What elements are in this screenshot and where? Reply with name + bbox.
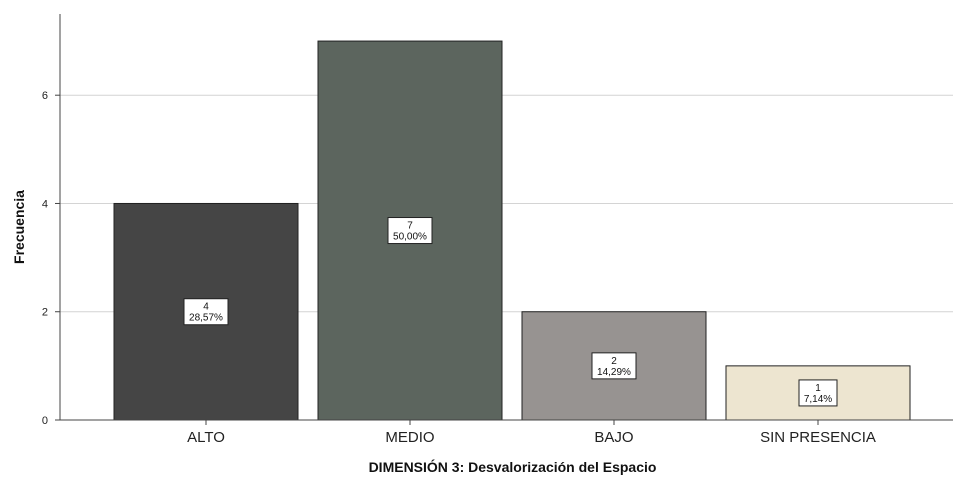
data-label-box <box>183 298 229 326</box>
data-label-percent: 14,29% <box>597 367 631 378</box>
x-tick-label: SIN PRESENCIA <box>760 429 876 446</box>
data-label-box <box>591 352 637 380</box>
axes <box>59 14 953 421</box>
data-label-percent: 7,14% <box>804 394 832 405</box>
data-label-bajo: 214,29% <box>591 352 637 380</box>
y-tick-labels: 0 2 4 6 <box>42 90 60 427</box>
data-label-count: 1 <box>815 383 821 394</box>
data-label-percent: 50,00% <box>393 232 427 243</box>
data-label-count: 4 <box>203 302 209 313</box>
y-tick-label: 0 <box>42 415 48 427</box>
data-label-count: 2 <box>611 356 617 367</box>
data-label-medio: 750,00% <box>387 217 433 245</box>
y-tick-label: 2 <box>42 307 48 319</box>
x-tick-label: MEDIO <box>385 429 434 446</box>
data-label-percent: 28,57% <box>189 313 223 324</box>
y-tick-label: 6 <box>42 90 48 102</box>
data-label-sin-presencia: 17,14% <box>798 379 838 407</box>
y-axis-title: Frecuencia <box>11 190 27 264</box>
data-label-box <box>798 379 838 407</box>
x-tick-label: BAJO <box>594 429 633 446</box>
data-label-box <box>387 217 433 245</box>
x-tick-labels: ALTO MEDIO BAJO SIN PRESENCIA <box>187 420 876 446</box>
bars <box>113 40 911 421</box>
x-axis-title: DIMENSIÓN 3: Desvalorización del Espacio <box>369 458 657 475</box>
data-label-alto: 428,57% <box>183 298 229 326</box>
x-tick-label: ALTO <box>187 429 225 446</box>
data-labels: 428,57% 750,00% 214,29% 17,14% <box>183 217 838 407</box>
data-label-count: 7 <box>407 221 413 232</box>
y-tick-label: 4 <box>42 198 48 210</box>
